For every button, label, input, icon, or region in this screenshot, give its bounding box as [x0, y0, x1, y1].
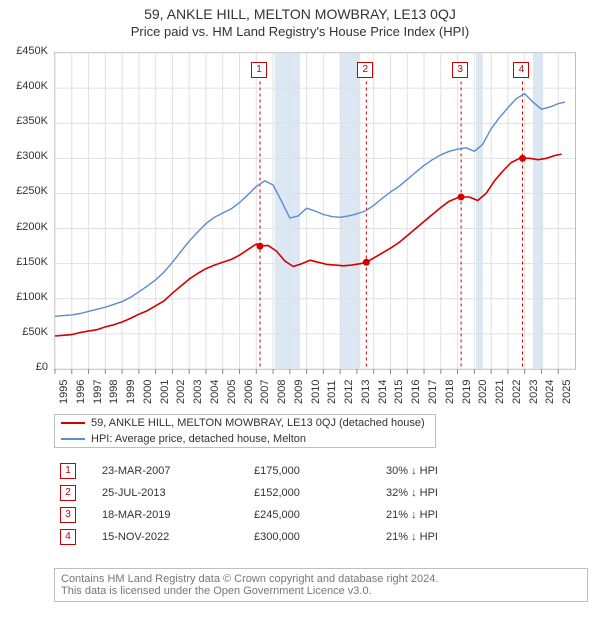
x-tick-label: 2022 [511, 380, 523, 404]
x-tick-label: 2011 [326, 380, 338, 404]
x-tick-label: 2009 [293, 380, 305, 404]
table-row: 4 15-NOV-2022£300,00021% ↓ HPI [54, 526, 512, 548]
attribution-line2: This data is licensed under the Open Gov… [61, 585, 581, 597]
tx-marker: 2 [60, 485, 76, 501]
tx-price: £245,000 [248, 504, 380, 526]
x-tick-label: 2021 [494, 380, 506, 404]
y-tick-label: £350K [0, 115, 48, 127]
x-tick-label: 2000 [142, 380, 154, 404]
y-tick-label: £150K [0, 256, 48, 268]
tx-price: £152,000 [248, 482, 380, 504]
tx-delta: 21% ↓ HPI [380, 526, 512, 548]
table-row: 2 25-JUL-2013£152,00032% ↓ HPI [54, 482, 512, 504]
x-tick-label: 2010 [310, 380, 322, 404]
x-tick-label: 2020 [477, 380, 489, 404]
x-tick-label: 2016 [410, 380, 422, 404]
x-tick-label: 1995 [58, 380, 70, 404]
tx-delta: 30% ↓ HPI [380, 460, 512, 482]
x-tick-label: 2019 [461, 380, 473, 404]
x-tick-label: 2007 [259, 380, 271, 404]
attribution-box: Contains HM Land Registry data © Crown c… [54, 568, 588, 602]
x-tick-label: 2005 [226, 380, 238, 404]
y-tick-label: £450K [0, 45, 48, 57]
x-tick-label: 1998 [108, 380, 120, 404]
legend-label: 59, ANKLE HILL, MELTON MOWBRAY, LE13 0QJ… [91, 417, 425, 429]
tx-price: £175,000 [248, 460, 380, 482]
y-tick-label: £0 [0, 361, 48, 373]
tx-date: 25-JUL-2013 [96, 482, 248, 504]
x-tick-label: 2012 [343, 380, 355, 404]
y-tick-label: £250K [0, 185, 48, 197]
chart-title: 59, ANKLE HILL, MELTON MOWBRAY, LE13 0QJ [0, 0, 600, 22]
x-tick-label: 2003 [192, 380, 204, 404]
event-marker: 2 [357, 62, 373, 78]
x-tick-label: 2013 [360, 380, 372, 404]
table-row: 3 18-MAR-2019£245,00021% ↓ HPI [54, 504, 512, 526]
x-tick-label: 2014 [377, 380, 389, 404]
tx-price: £300,000 [248, 526, 380, 548]
legend-item: HPI: Average price, detached house, Melt… [55, 431, 435, 447]
x-tick-label: 2023 [528, 380, 540, 404]
x-tick-label: 2025 [561, 380, 573, 404]
plot-area [54, 52, 576, 370]
event-marker: 3 [452, 62, 468, 78]
event-marker: 1 [251, 62, 267, 78]
x-tick-label: 1997 [92, 380, 104, 404]
x-tick-label: 1996 [75, 380, 87, 404]
legend-item: 59, ANKLE HILL, MELTON MOWBRAY, LE13 0QJ… [55, 415, 435, 431]
table-row: 1 23-MAR-2007£175,00030% ↓ HPI [54, 460, 512, 482]
x-tick-label: 2008 [276, 380, 288, 404]
x-tick-label: 1999 [125, 380, 137, 404]
chart-svg [55, 53, 575, 369]
chart-container: 59, ANKLE HILL, MELTON MOWBRAY, LE13 0QJ… [0, 0, 600, 620]
chart-subtitle: Price paid vs. HM Land Registry's House … [0, 24, 600, 39]
y-tick-label: £100K [0, 291, 48, 303]
x-tick-label: 2015 [393, 380, 405, 404]
y-tick-label: £300K [0, 150, 48, 162]
y-tick-label: £200K [0, 221, 48, 233]
attribution-line1: Contains HM Land Registry data © Crown c… [61, 573, 581, 585]
legend-box: 59, ANKLE HILL, MELTON MOWBRAY, LE13 0QJ… [54, 414, 436, 448]
tx-date: 15-NOV-2022 [96, 526, 248, 548]
x-tick-label: 2001 [159, 380, 171, 404]
transactions-table: 1 23-MAR-2007£175,00030% ↓ HPI 2 25-JUL-201… [54, 460, 512, 548]
x-tick-label: 2024 [544, 380, 556, 404]
tx-marker: 3 [60, 507, 76, 523]
x-tick-label: 2002 [175, 380, 187, 404]
x-tick-label: 2004 [209, 380, 221, 404]
tx-delta: 32% ↓ HPI [380, 482, 512, 504]
legend-label: HPI: Average price, detached house, Melt… [91, 433, 306, 445]
tx-date: 18-MAR-2019 [96, 504, 248, 526]
y-tick-label: £50K [0, 326, 48, 338]
tx-marker: 1 [60, 463, 76, 479]
event-marker: 4 [513, 62, 529, 78]
x-tick-label: 2018 [444, 380, 456, 404]
y-tick-label: £400K [0, 80, 48, 92]
legend-swatch [61, 422, 85, 424]
tx-date: 23-MAR-2007 [96, 460, 248, 482]
x-tick-label: 2006 [243, 380, 255, 404]
tx-delta: 21% ↓ HPI [380, 504, 512, 526]
tx-marker: 4 [60, 529, 76, 545]
legend-swatch [61, 438, 85, 440]
x-tick-label: 2017 [427, 380, 439, 404]
